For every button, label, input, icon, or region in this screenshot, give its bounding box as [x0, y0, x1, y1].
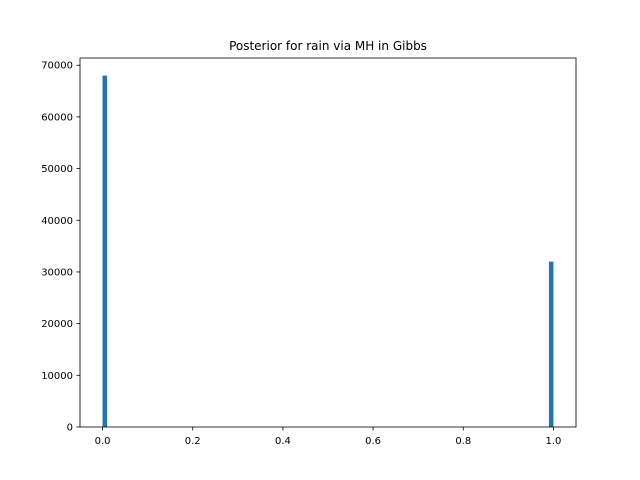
histogram-bar — [102, 75, 108, 428]
chart-title: Posterior for rain via MH in Gibbs — [229, 39, 427, 53]
y-tick-label: 60000 — [41, 112, 73, 123]
x-tick-label: 0.0 — [95, 436, 111, 447]
histogram-bar — [548, 261, 554, 427]
x-tick-label: 0.6 — [365, 436, 381, 447]
y-tick-label: 70000 — [41, 61, 73, 72]
x-tick-label: 0.2 — [185, 436, 201, 447]
y-tick-label: 40000 — [41, 216, 73, 227]
x-axis-ticks: 0.0 0.2 0.4 0.6 0.8 1.0 — [95, 427, 562, 447]
x-tick-label: 0.4 — [275, 436, 291, 447]
bars-group — [102, 75, 554, 428]
y-tick-label: 10000 — [41, 371, 73, 382]
plot-frame — [79, 57, 577, 428]
y-tick-label: 50000 — [41, 164, 73, 175]
y-tick-label: 0 — [67, 423, 73, 434]
x-tick-label: 1.0 — [546, 436, 562, 447]
y-axis-ticks: 0 10000 20000 30000 40000 50000 60000 70000 — [41, 61, 80, 434]
x-tick-label: 0.8 — [455, 436, 471, 447]
y-tick-label: 30000 — [41, 267, 73, 278]
y-tick-label: 20000 — [41, 319, 73, 330]
